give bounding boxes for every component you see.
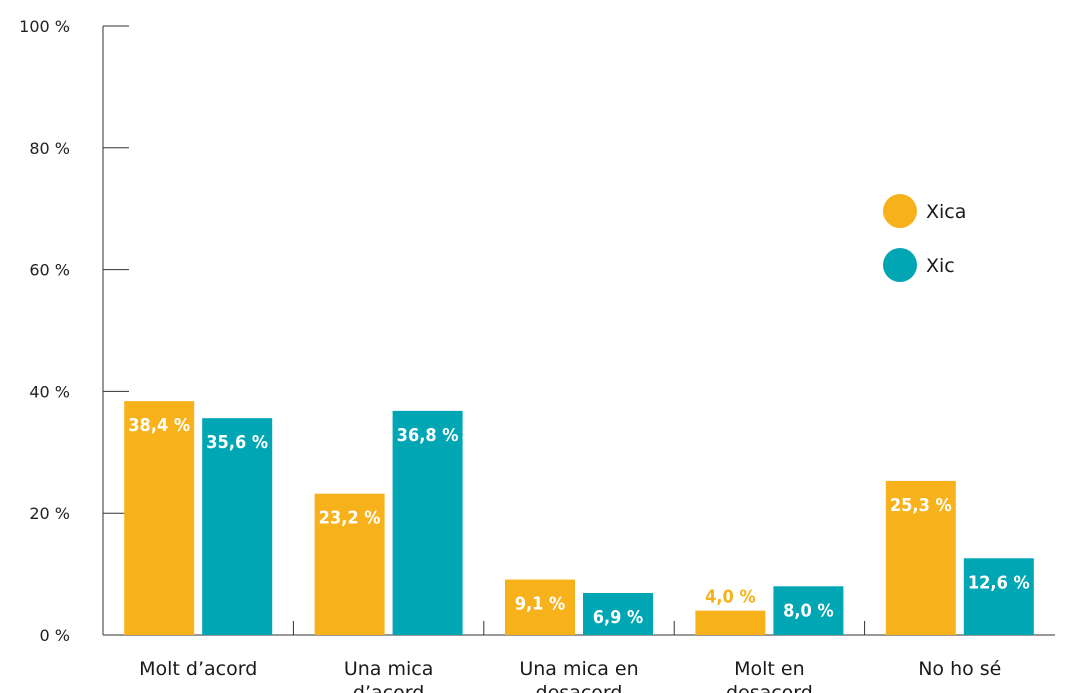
- x-tick-label: Una mica d’acord: [344, 658, 434, 693]
- y-axis: 0 % 20 % 40 % 60 % 80 % 100 %: [19, 17, 129, 645]
- bar-xic: [202, 418, 273, 635]
- bar-xica: [314, 493, 385, 635]
- bar-xica: [885, 480, 956, 635]
- legend: Xica Xic: [883, 194, 966, 282]
- x-tick-label-line: Molt en: [734, 658, 805, 680]
- y-tick-label: 40 %: [29, 382, 70, 401]
- data-label: 38,4 %: [128, 415, 190, 436]
- legend-label: Xic: [926, 255, 955, 277]
- x-tick-label-line: Molt d’acord: [139, 658, 257, 680]
- data-label: 9,1 %: [515, 594, 566, 615]
- bar-xic: [773, 586, 844, 635]
- x-axis: Molt d’acord Una mica d’acord Una mica en de…: [103, 621, 1055, 693]
- y-tick-label: 100 %: [19, 17, 70, 36]
- data-label: 35,6 %: [206, 432, 268, 453]
- bar-xic: [583, 592, 653, 635]
- x-tick-label-line: desacord: [726, 682, 813, 693]
- data-label: 6,9 %: [593, 607, 644, 628]
- bar-xica: [695, 610, 766, 635]
- x-tick-label-line: Una mica: [344, 658, 434, 680]
- x-tick-label: Molt d’acord: [139, 658, 257, 680]
- y-tick-label: 20 %: [29, 504, 70, 523]
- data-label: 23,2 %: [319, 508, 381, 529]
- x-tick-label-line: Una mica en: [519, 658, 638, 680]
- x-tick-label-line: desacord: [536, 682, 623, 693]
- legend-swatch-xica: [883, 194, 917, 228]
- bar-xica: [124, 401, 195, 635]
- y-tick-label: 60 %: [29, 261, 70, 280]
- bar-xic: [963, 558, 1034, 635]
- x-tick-label-line: d’acord: [353, 682, 424, 693]
- bar-xica: [505, 579, 575, 635]
- data-label: 8,0 %: [783, 600, 834, 621]
- x-tick-label: Molt en desacord: [726, 658, 813, 693]
- legend-label: Xica: [926, 201, 966, 223]
- data-label: 25,3 %: [890, 495, 952, 516]
- legend-swatch-xic: [883, 248, 917, 282]
- x-tick-label: No ho sé: [918, 658, 1001, 680]
- data-label: 36,8 %: [397, 425, 459, 446]
- bar-xic: [392, 410, 463, 635]
- data-label: 12,6 %: [968, 572, 1030, 593]
- y-tick-label: 0 %: [40, 626, 70, 645]
- bar-labels: 38,4 % 35,6 % 23,2 % 36,8 % 9,1 % 6,9 % 4,0 % 8…: [128, 415, 1029, 628]
- bars: [124, 401, 1034, 635]
- data-label: 4,0 %: [705, 587, 756, 608]
- x-tick-label-line: No ho sé: [918, 658, 1001, 680]
- y-tick-label: 80 %: [29, 139, 70, 158]
- x-tick-label: Una mica en desacord: [519, 658, 638, 693]
